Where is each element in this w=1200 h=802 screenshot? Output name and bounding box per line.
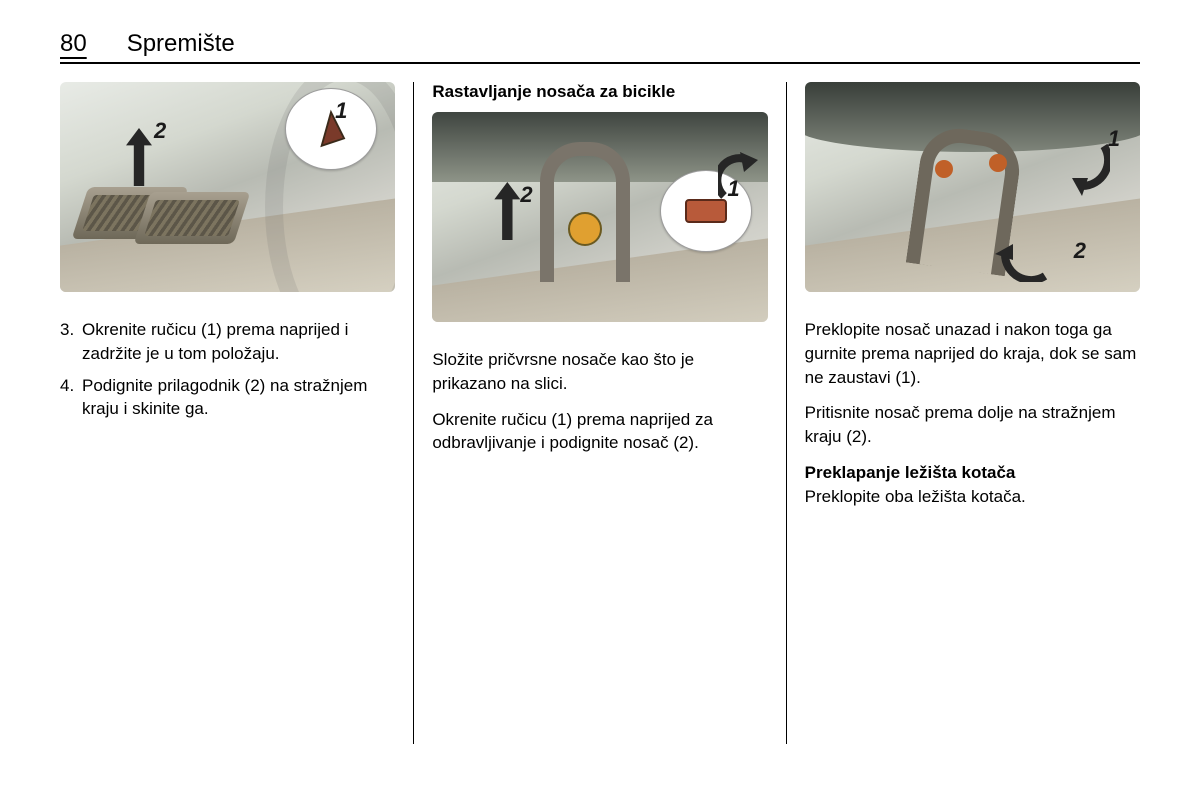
illustration-disassemble-carrier: 2 1 <box>432 112 767 322</box>
step-item: 3. Okrenite ručicu (1) prema naprijed i … <box>60 318 395 366</box>
page-header: 80 Spremište <box>60 30 1140 64</box>
callout-number-1: 1 <box>727 176 739 202</box>
step-text: Podignite prilagodnik (2) na stražnjem k… <box>82 374 395 422</box>
subsection-heading: Rastavljanje nosača za bicikle <box>432 82 767 102</box>
paragraph: Preklopite oba ležišta kotača. <box>805 485 1140 509</box>
subsection-heading: Preklapanje ležišta kotača <box>805 463 1140 483</box>
column-left: 2 1 3. Okrenite ručicu (1) prema naprije… <box>60 82 413 744</box>
illustration-adapter-removal: 2 1 <box>60 82 395 292</box>
callout-number-1: 1 <box>335 98 347 124</box>
step-text: Okrenite ručicu (1) prema naprijed i zad… <box>82 318 395 366</box>
paragraph: Pritisnite nosač prema dolje na stražnje… <box>805 401 1140 449</box>
content-columns: 2 1 3. Okrenite ručicu (1) prema naprije… <box>60 82 1140 744</box>
paragraph: Okrenite ručicu (1) prema naprijed za od… <box>432 408 767 456</box>
step-number: 4. <box>60 374 82 422</box>
column-right: 1 2 Preklopite nosač unazad i nakon toga… <box>786 82 1140 744</box>
callout-number-2: 2 <box>154 118 166 144</box>
callout-number-2: 2 <box>1074 238 1086 264</box>
section-title: Spremište <box>127 30 235 58</box>
column-middle: Rastavljanje nosača za bicikle 2 1 <box>413 82 785 744</box>
paragraph: Složite pričvrsne nosače kao što je prik… <box>432 348 767 396</box>
step-item: 4. Podignite prilagodnik (2) na stražnje… <box>60 374 395 422</box>
paragraph: Preklopite nosač unazad i nakon toga ga … <box>805 318 1140 389</box>
step-number: 3. <box>60 318 82 366</box>
callout-number-1: 1 <box>1108 126 1120 152</box>
manual-page: 80 Spremište 2 1 <box>0 0 1200 802</box>
callout-number-2: 2 <box>520 182 532 208</box>
step-list: 3. Okrenite ručicu (1) prema naprijed i … <box>60 318 395 421</box>
page-number: 80 <box>60 30 87 58</box>
illustration-fold-carrier: 1 2 <box>805 82 1140 292</box>
